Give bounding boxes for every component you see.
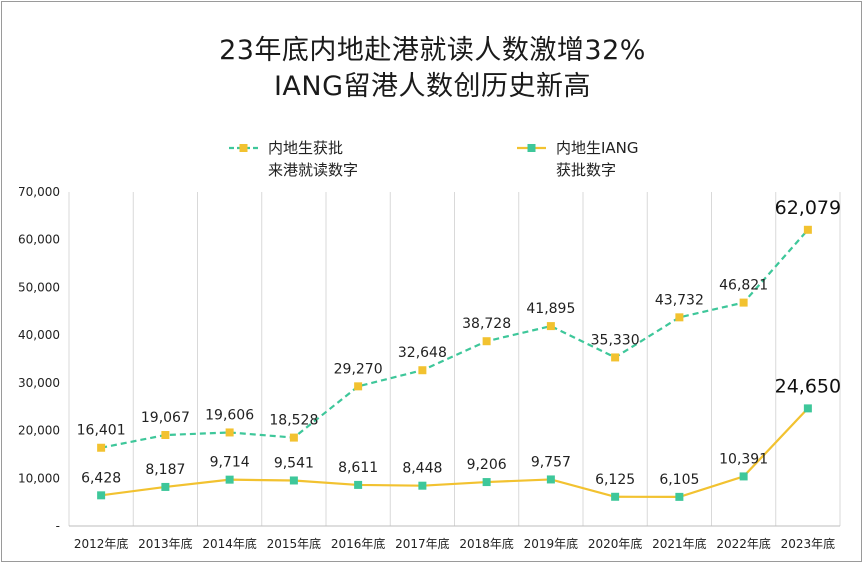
x-tick-label: 2012年底 <box>74 536 129 551</box>
y-tick-label: 50,000 <box>18 280 60 294</box>
data-label: 24,650 <box>775 375 841 397</box>
series-line-2 <box>100 407 809 498</box>
x-tick-label: 2016年底 <box>331 536 386 551</box>
data-label: 6,105 <box>659 472 699 488</box>
data-point <box>225 428 234 437</box>
data-point <box>289 433 298 442</box>
data-point <box>739 298 748 307</box>
data-point <box>675 313 684 322</box>
legend-marker-2 <box>527 144 536 152</box>
data-label: 38,728 <box>462 316 511 332</box>
data-label: 35,330 <box>591 332 640 348</box>
x-tick-label: 2014年底 <box>202 536 257 551</box>
data-label: 43,732 <box>655 292 704 308</box>
data-point <box>675 492 684 501</box>
data-point <box>225 475 234 484</box>
legend-label-2-line1: 内地生IANG <box>556 139 639 157</box>
data-label: 8,187 <box>145 462 185 478</box>
x-tick-label: 2015年底 <box>267 536 322 551</box>
data-point <box>161 482 170 491</box>
y-tick-label: 30,000 <box>18 376 60 390</box>
data-point <box>546 475 555 484</box>
data-label: 9,206 <box>467 457 507 473</box>
data-label: 9,714 <box>210 455 250 471</box>
x-tick-label: 2013年底 <box>138 536 193 551</box>
data-label: 9,541 <box>274 455 314 471</box>
data-label: 19,067 <box>141 410 190 426</box>
legend-label-1-line1: 内地生获批 <box>268 139 343 157</box>
x-tick-label: 2021年底 <box>652 536 707 551</box>
chart-title-line1: 23年底内地赴港就读人数激增32% <box>219 35 646 66</box>
y-tick-label: - <box>56 519 60 533</box>
y-tick-label: 20,000 <box>18 424 60 438</box>
data-point <box>546 322 555 331</box>
data-point <box>611 492 620 501</box>
data-label: 16,401 <box>77 423 126 439</box>
y-tick-label: 60,000 <box>18 233 60 247</box>
x-tick-label: 2017年底 <box>395 536 450 551</box>
data-label: 8,611 <box>338 460 378 476</box>
data-point <box>803 404 812 413</box>
data-label: 6,125 <box>595 472 635 488</box>
data-point <box>611 353 620 362</box>
data-label: 18,528 <box>269 413 318 429</box>
data-label: 6,428 <box>81 470 121 486</box>
x-tick-label: 2018年底 <box>459 536 514 551</box>
y-tick-label: 10,000 <box>18 471 60 485</box>
x-tick-label: 2023年底 <box>781 536 836 551</box>
data-label: 9,757 <box>531 454 571 470</box>
data-label: 41,895 <box>526 301 575 317</box>
x-tick-label: 2022年底 <box>716 536 771 551</box>
data-label: 19,606 <box>205 407 254 423</box>
legend-label-2-line2: 获批数字 <box>556 161 616 179</box>
data-label: 32,648 <box>398 345 447 361</box>
data-point <box>354 480 363 489</box>
data-point <box>97 443 106 452</box>
data-label: 10,391 <box>719 451 768 467</box>
data-point <box>482 478 491 487</box>
data-point <box>803 225 812 234</box>
data-point <box>97 491 106 500</box>
legend-label-1-line2: 来港就读数字 <box>268 161 358 179</box>
data-point <box>739 472 748 481</box>
data-point <box>482 337 491 346</box>
data-label: 8,448 <box>402 461 442 477</box>
y-tick-label: 70,000 <box>18 185 60 199</box>
data-label: 29,270 <box>334 361 383 377</box>
data-label: 62,079 <box>775 197 841 219</box>
x-tick-label: 2020年底 <box>588 536 643 551</box>
legend-marker-1 <box>239 144 248 152</box>
data-point <box>354 382 363 391</box>
data-point <box>418 366 427 375</box>
y-tick-label: 40,000 <box>18 328 60 342</box>
chart-title-line2: IANG留港人数创历史新高 <box>273 71 592 102</box>
data-label: 46,821 <box>719 278 768 294</box>
x-tick-label: 2019年底 <box>524 536 579 551</box>
data-point <box>418 481 427 490</box>
data-point <box>289 476 298 485</box>
data-point <box>161 431 170 440</box>
